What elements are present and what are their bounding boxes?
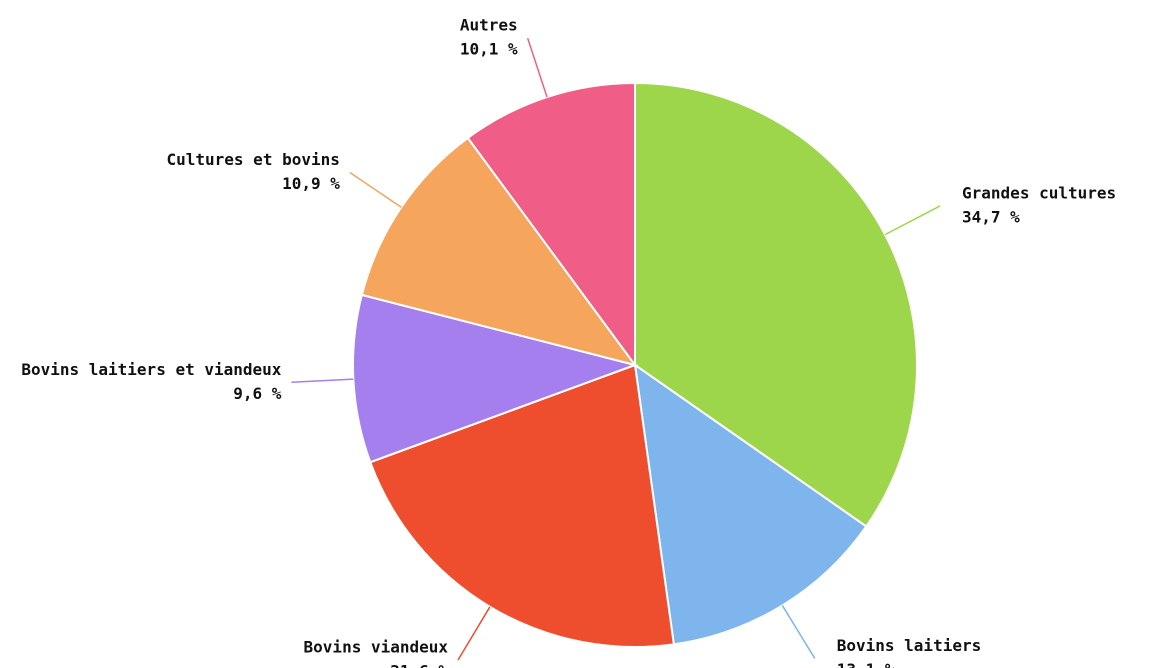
slice-label: Bovins laitiers et viandeux bbox=[21, 360, 281, 379]
slice-label: Bovins viandeux bbox=[304, 637, 449, 656]
pie-slice bbox=[352, 293, 639, 464]
slice-value-label: 10,1 % bbox=[460, 40, 518, 59]
slice-value-label: 21,6 % bbox=[390, 661, 448, 668]
leader-line bbox=[781, 605, 816, 659]
pie-slice bbox=[633, 362, 868, 646]
slice-label: Autres bbox=[460, 16, 518, 35]
leader-line bbox=[457, 606, 491, 661]
leader-line bbox=[526, 37, 548, 98]
slice-value-label: 13,1 % bbox=[837, 660, 895, 668]
slice-label: Cultures et bovins bbox=[166, 150, 339, 169]
slice-label: Grandes cultures bbox=[962, 183, 1116, 202]
pie-slice bbox=[368, 363, 675, 648]
pie-slice bbox=[466, 81, 636, 369]
slice-value-label: 10,9 % bbox=[282, 174, 340, 193]
slice-value-label: 9,6 % bbox=[233, 384, 282, 403]
leader-line bbox=[291, 378, 354, 384]
leader-line bbox=[884, 205, 941, 236]
leader-line bbox=[349, 171, 402, 208]
slice-label: Bovins laitiers bbox=[837, 636, 982, 655]
slice-value-label: 34,7 % bbox=[962, 207, 1020, 226]
